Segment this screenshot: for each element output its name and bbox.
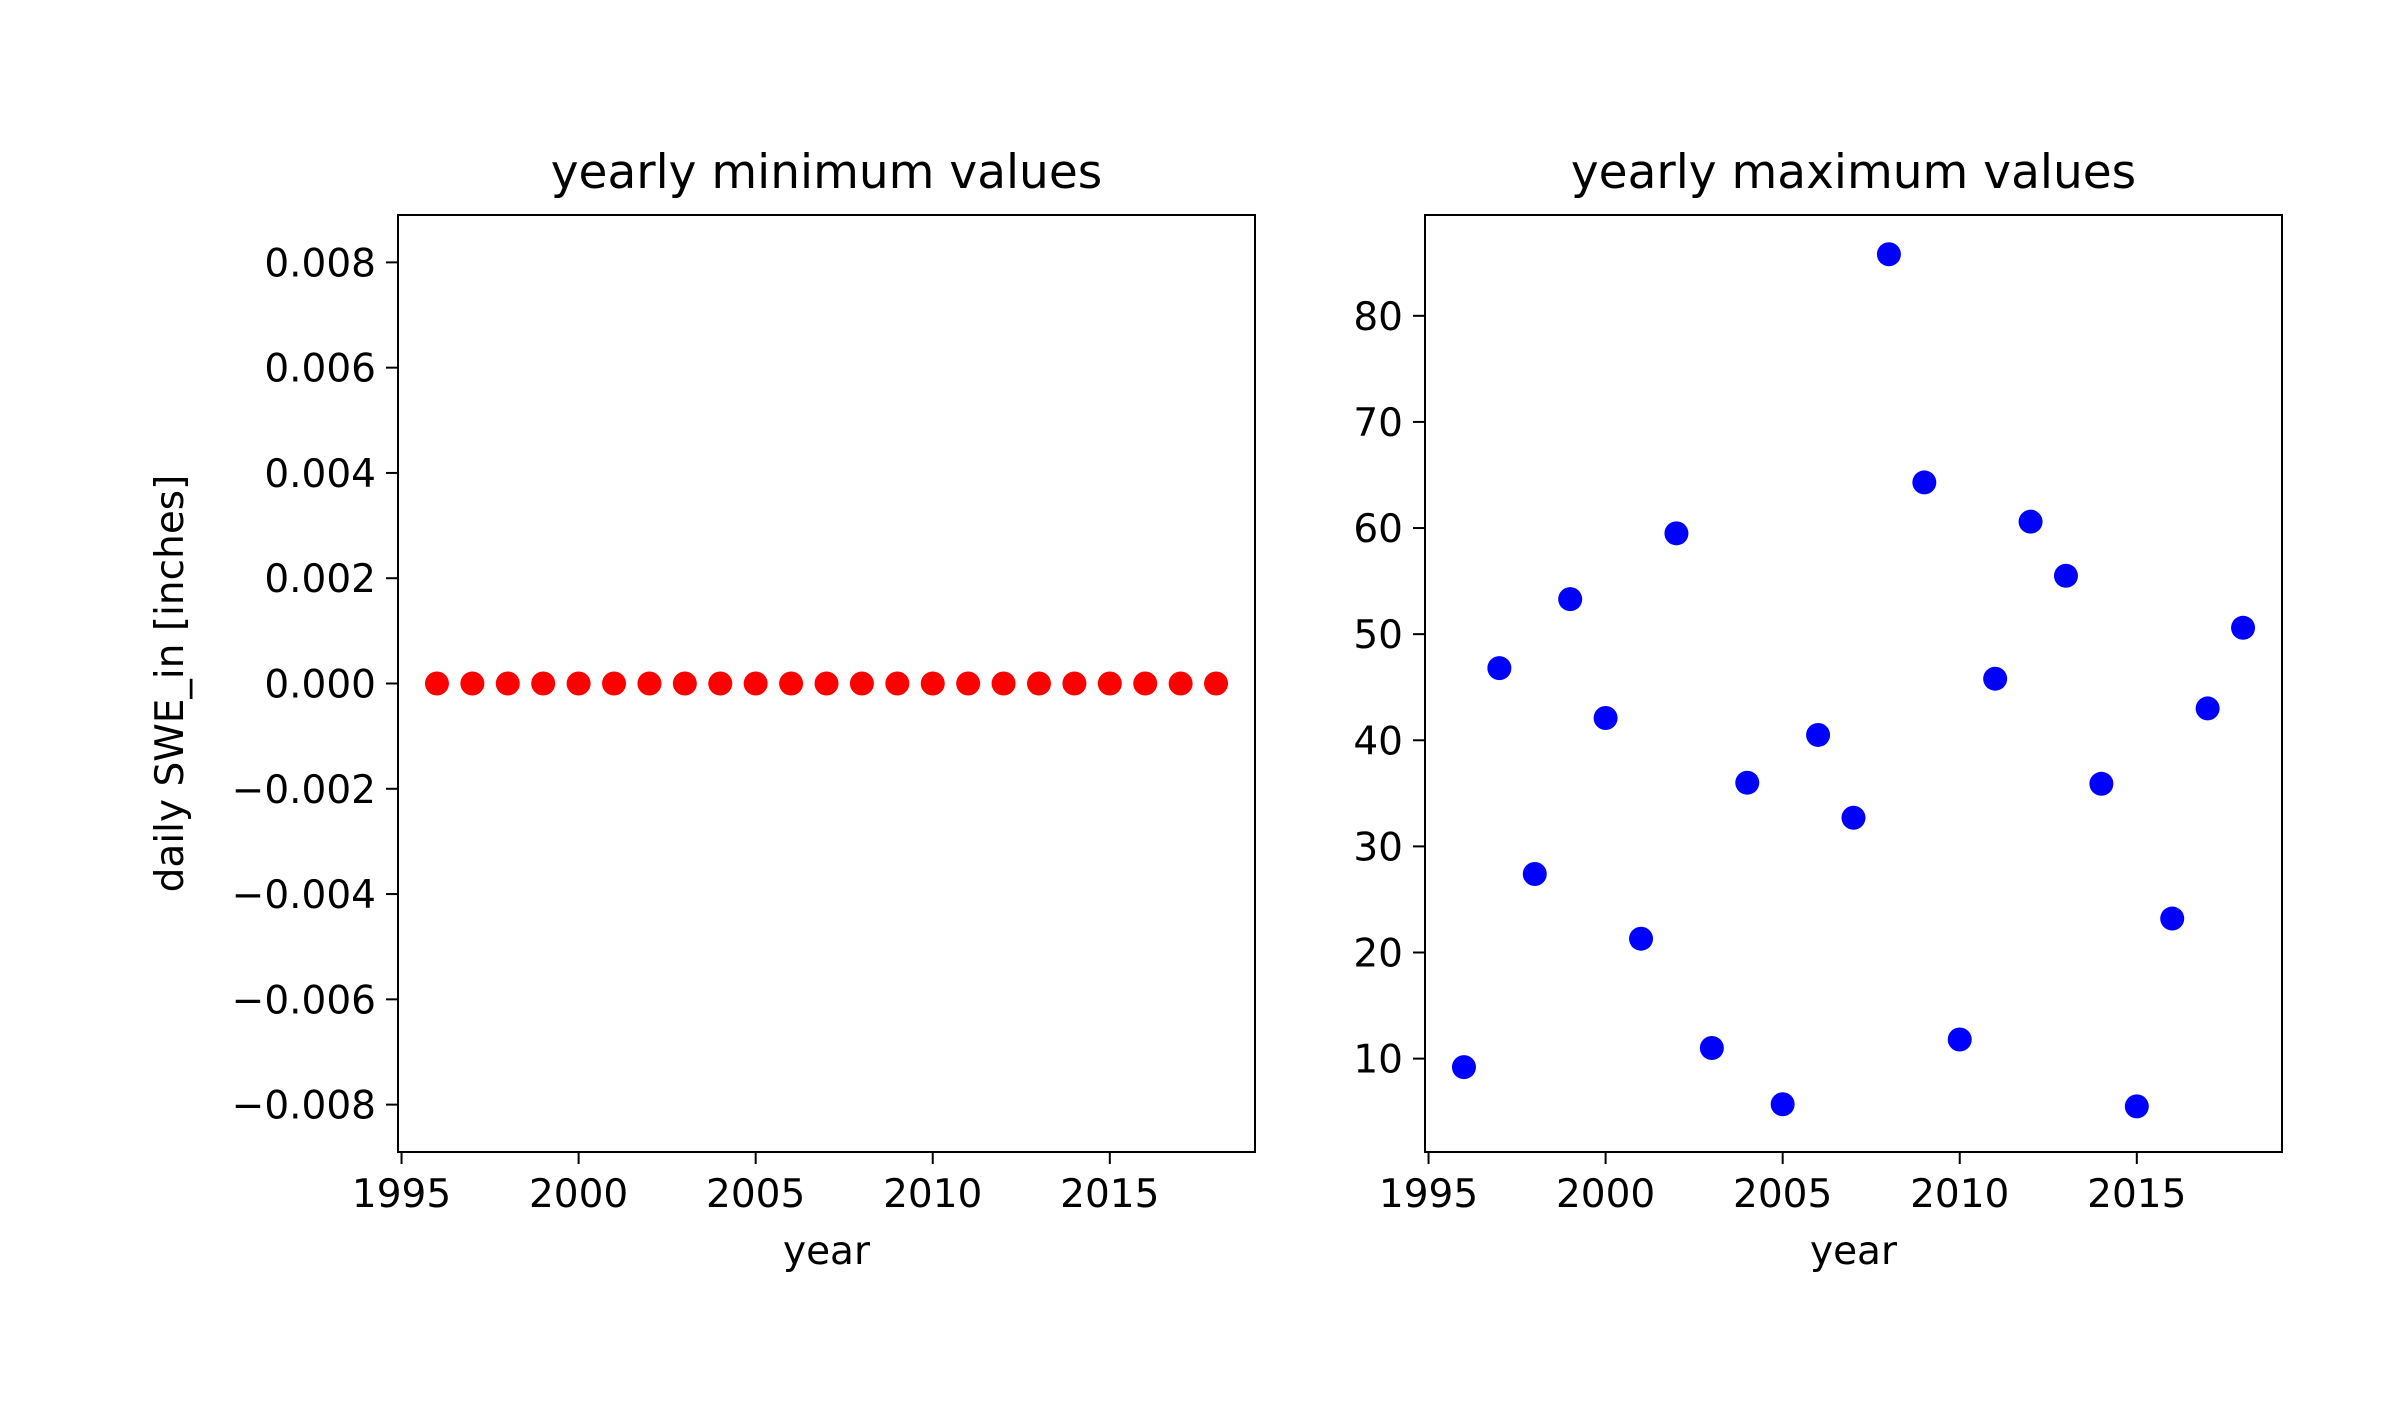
data-point bbox=[920, 671, 945, 696]
data-point bbox=[1699, 1036, 1724, 1061]
data-point bbox=[1133, 671, 1158, 696]
data-point bbox=[1487, 656, 1512, 681]
data-point bbox=[1097, 671, 1122, 696]
data-point bbox=[1026, 671, 1051, 696]
data-point bbox=[1451, 1055, 1476, 1080]
data-point bbox=[743, 671, 768, 696]
y-tick-label: 0.004 bbox=[264, 452, 376, 497]
x-tick-label: 2000 bbox=[529, 1172, 628, 1217]
y-tick-label: 80 bbox=[1353, 295, 1403, 340]
data-point bbox=[708, 671, 733, 696]
y-tick-label: 0.000 bbox=[264, 663, 376, 708]
x-tick-label: 1995 bbox=[1379, 1172, 1478, 1217]
x-tick-label: 2000 bbox=[1556, 1172, 1655, 1217]
y-tick-label: 20 bbox=[1353, 932, 1403, 977]
y-tick-label: 0.008 bbox=[264, 241, 376, 286]
data-point bbox=[566, 671, 591, 696]
data-point bbox=[2089, 771, 2114, 796]
y-tick-label: 40 bbox=[1353, 719, 1403, 764]
y-tick-label: −0.008 bbox=[232, 1084, 376, 1129]
data-point bbox=[814, 671, 839, 696]
data-point bbox=[1629, 926, 1654, 951]
data-point bbox=[495, 671, 520, 696]
data-point bbox=[1912, 470, 1937, 495]
data-point bbox=[424, 671, 449, 696]
axes-frame bbox=[1424, 214, 2283, 1153]
x-axis-label: year bbox=[783, 1229, 871, 1274]
data-point bbox=[1062, 671, 1087, 696]
y-axis-label: daily SWE_in [inches] bbox=[148, 475, 193, 893]
x-tick-label: 2010 bbox=[1910, 1172, 2009, 1217]
data-point bbox=[885, 671, 910, 696]
data-point bbox=[2195, 696, 2220, 721]
y-tick-label: −0.006 bbox=[232, 978, 376, 1023]
data-point bbox=[1204, 671, 1229, 696]
data-point bbox=[1593, 705, 1618, 730]
data-point bbox=[2124, 1094, 2149, 1119]
data-point bbox=[849, 671, 874, 696]
x-tick-label: 2015 bbox=[1060, 1172, 1159, 1217]
data-point bbox=[1947, 1027, 1972, 1052]
data-point bbox=[1841, 805, 1866, 830]
data-point bbox=[2231, 615, 2256, 640]
y-tick-label: 10 bbox=[1353, 1038, 1403, 1083]
data-point bbox=[672, 671, 697, 696]
x-tick-label: 2010 bbox=[883, 1172, 982, 1217]
data-point bbox=[1770, 1092, 1795, 1117]
data-point bbox=[956, 671, 981, 696]
min-values-panel: 1995 2000 2005 2010 2015 −0.008 −0.006 −0.004 −0… bbox=[148, 145, 1256, 1274]
y-tick-label: 0.002 bbox=[264, 557, 376, 602]
y-tick-label: 60 bbox=[1353, 507, 1403, 552]
chart-title: yearly minimum values bbox=[551, 145, 1103, 200]
data-point bbox=[2160, 906, 2185, 931]
y-tick-label: 70 bbox=[1353, 401, 1403, 446]
x-tick-label: 2005 bbox=[1733, 1172, 1832, 1217]
x-tick-label: 2015 bbox=[2087, 1172, 2186, 1217]
data-point bbox=[2018, 509, 2043, 534]
data-point bbox=[602, 671, 627, 696]
max-values-panel: 1995 2000 2005 2010 2015 10 20 30 40 50 60 70 80 year… bbox=[1353, 145, 2283, 1274]
data-point bbox=[2053, 563, 2078, 588]
data-point bbox=[991, 671, 1016, 696]
y-tick-label: 50 bbox=[1353, 613, 1403, 658]
y-tick-label: 30 bbox=[1353, 825, 1403, 870]
y-tick-label: −0.004 bbox=[232, 873, 376, 918]
x-tick-label: 1995 bbox=[352, 1172, 451, 1217]
data-point bbox=[637, 671, 662, 696]
data-point bbox=[531, 671, 556, 696]
data-point bbox=[1735, 770, 1760, 795]
data-point bbox=[1983, 666, 2008, 691]
data-point bbox=[1806, 722, 1831, 747]
chart-title: yearly maximum values bbox=[1571, 145, 2136, 200]
x-tick-label: 2005 bbox=[706, 1172, 805, 1217]
x-axis-label: year bbox=[1810, 1229, 1898, 1274]
y-tick-label: 0.006 bbox=[264, 347, 376, 392]
data-point bbox=[1876, 242, 1901, 267]
data-point bbox=[460, 671, 485, 696]
data-point bbox=[779, 671, 804, 696]
data-point bbox=[1664, 521, 1689, 546]
y-tick-label: −0.002 bbox=[232, 768, 376, 813]
data-point bbox=[1168, 671, 1193, 696]
data-point bbox=[1522, 861, 1547, 886]
data-point bbox=[1558, 587, 1583, 612]
